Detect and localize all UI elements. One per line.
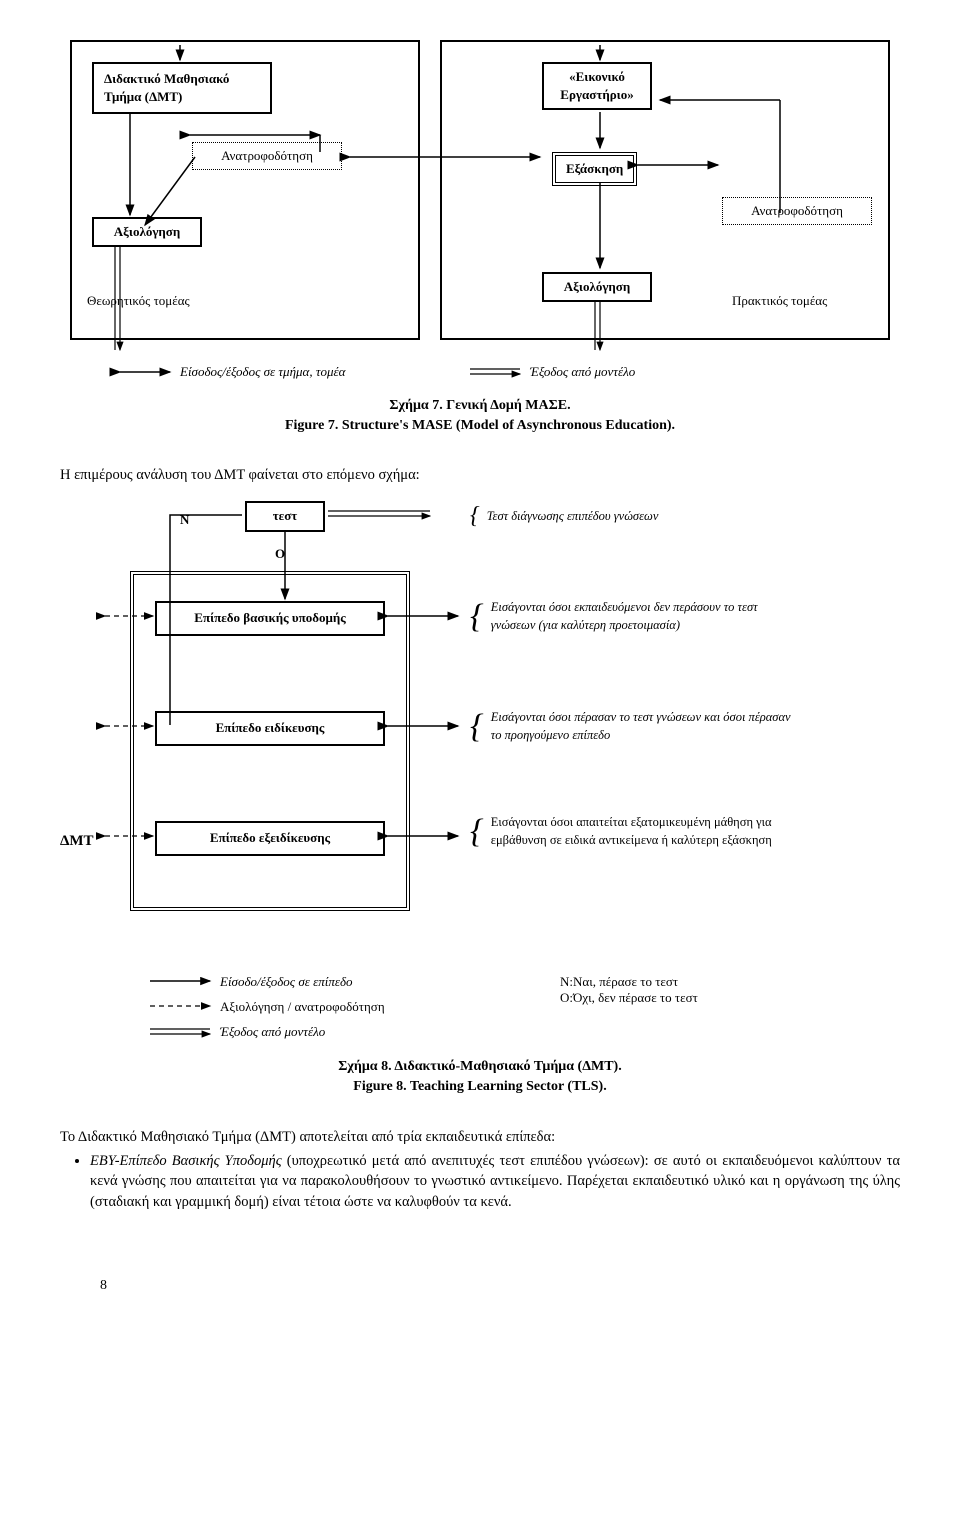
fig7-left-eval: Αξιολόγηση [92, 217, 202, 247]
fig7-legend: Είσοδος/έξοδος σε τμήμα, τομέα Έξοδος απ… [60, 360, 900, 390]
fig7-right-sector: Πρακτικός τομέας [732, 292, 827, 310]
fig8-note2: Εισάγονται όσοι πέρασαν το τεστ γνώσεων … [491, 709, 801, 744]
fig7-practice: Εξάσκηση [552, 152, 637, 186]
fig7-right-eval: Αξιολόγηση [542, 272, 652, 302]
bullet-list: ΕΒΥ-Επίπεδο Βασικής Υποδομής (υποχρεωτικ… [90, 1151, 900, 1212]
fig7-caption-en: Figure 7. Structure's MASE (Model of Asy… [285, 418, 675, 433]
fig8-caption-gr: Σχήμα 8. Διδακτικό-Μαθησιακό Τμήμα (ΔΜΤ)… [338, 1059, 621, 1074]
fig7-dmt-box: Διδακτικό Μαθησιακό Τμήμα (ΔΜΤ) [92, 62, 272, 114]
figure8-diagram: Ν τεστ Ο { Τεστ διάγνωσης επιπέδου γνώσε… [60, 501, 900, 961]
bullet-item-1: ΕΒΥ-Επίπεδο Βασικής Υποδομής (υποχρεωτικ… [90, 1151, 900, 1212]
brace-icon: { [470, 822, 484, 842]
page-number: 8 [100, 1276, 107, 1296]
body2-intro: Το Διδακτικό Μαθησιακό Τμήμα (ΔΜΤ) αποτε… [60, 1127, 900, 1147]
fig7-caption-gr: Σχήμα 7. Γενική Δομή ΜΑΣΕ. [389, 398, 570, 413]
fig8-caption: Σχήμα 8. Διδακτικό-Μαθησιακό Τμήμα (ΔΜΤ)… [60, 1057, 900, 1096]
fig7-right-feedback: Ανατροφοδότηση [722, 197, 872, 225]
fig7-legend-in: Είσοδος/έξοδος σε τμήμα, τομέα [180, 363, 346, 381]
mid-paragraph: Η επιμέρους ανάλυση του ΔΜΤ φαίνεται στο… [60, 465, 900, 485]
fig8-level1: Επίπεδο βασικής υποδομής [155, 601, 385, 635]
fig8-test-box: τεστ [245, 501, 325, 531]
brace-icon: { [470, 607, 484, 627]
fig7-left-sector: Θεωρητικός τομέας [87, 292, 190, 310]
fig8-legend-exit: Έξοδος από μοντέλο [220, 1023, 325, 1041]
fig8-legend-io: Είσοδο/έξοδος σε επίπεδο [220, 973, 353, 991]
fig7-left-feedback: Ανατροφοδότηση [192, 142, 342, 170]
fig7-right-panel: «Εικονικό Εργαστήριο» Εξάσκηση Ανατροφοδ… [440, 40, 890, 340]
fig7-lab-box: «Εικονικό Εργαστήριο» [542, 62, 652, 110]
fig8-legend: Είσοδο/έξοδος σε επίπεδο Αξιολόγηση / αν… [60, 971, 900, 1051]
fig8-o-label: Ο [275, 545, 285, 563]
fig7-legend-out: Έξοδος από μοντέλο [530, 363, 635, 381]
bullet1-text: ΕΒΥ-Επίπεδο Βασικής Υποδομής (υποχρεωτικ… [90, 1153, 900, 1210]
fig7-caption: Σχήμα 7. Γενική Δομή ΜΑΣΕ. Figure 7. Str… [60, 396, 900, 435]
fig8-n-label: Ν [180, 511, 189, 529]
fig7-left-panel: Διδακτικό Μαθησιακό Τμήμα (ΔΜΤ) Ανατροφο… [70, 40, 420, 340]
fig8-caption-en: Figure 8. Teaching Learning Sector (TLS)… [353, 1079, 606, 1094]
brace-icon: { [470, 717, 484, 737]
fig8-note3: Εισάγονται όσοι απαιτείται εξατομικευμέν… [491, 814, 801, 849]
fig8-note-test: Τεστ διάγνωσης επιπέδου γνώσεων [487, 508, 797, 526]
fig8-note1: Εισάγονται όσοι εκπαιδευόμενοι δεν περάσ… [491, 599, 801, 634]
fig8-legend-o: Ο:Όχι, δεν πέρασε το τεστ [560, 989, 698, 1007]
fig8-legend-eval: Αξιολόγηση / ανατροφοδότηση [220, 998, 385, 1016]
figure7-diagram: Διδακτικό Μαθησιακό Τμήμα (ΔΜΤ) Ανατροφο… [60, 40, 900, 360]
brace-icon: { [470, 509, 480, 523]
fig8-level2: Επίπεδο ειδίκευσης [155, 711, 385, 745]
fig8-level3: Επίπεδο εξειδίκευσης [155, 821, 385, 855]
fig8-dmt-label: ΔΜΤ [60, 831, 94, 852]
